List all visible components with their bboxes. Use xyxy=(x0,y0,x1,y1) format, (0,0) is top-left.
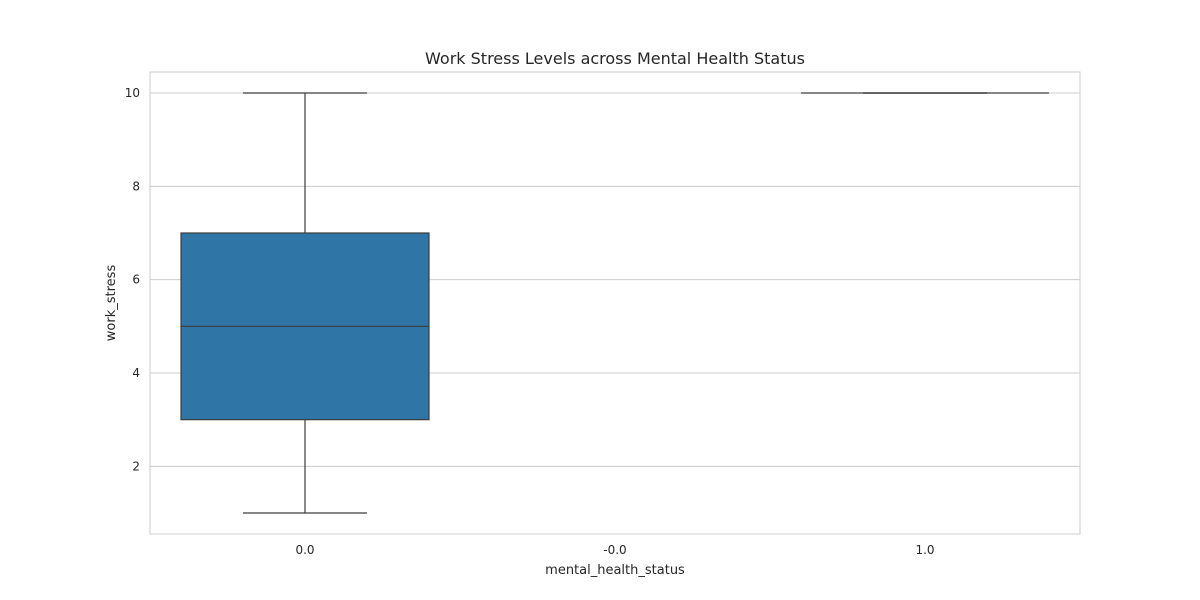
y-tick-labels: 2 4 6 8 10 xyxy=(125,86,140,473)
y-tick-label: 2 xyxy=(132,459,140,473)
chart-title: Work Stress Levels across Mental Health … xyxy=(425,49,805,68)
x-tick-label: 1.0 xyxy=(915,543,934,557)
x-tick-label: 0.0 xyxy=(295,543,314,557)
x-axis-label: mental_health_status xyxy=(545,563,685,578)
x-tick-label: -0.0 xyxy=(603,543,626,557)
y-tick-label: 6 xyxy=(132,273,140,287)
x-tick-labels: 0.0 -0.0 1.0 xyxy=(295,543,934,557)
box-group-0.0 xyxy=(180,92,430,514)
boxes xyxy=(180,92,1049,514)
y-tick-label: 10 xyxy=(125,86,140,100)
y-tick-label: 4 xyxy=(132,366,140,380)
y-tick-label: 8 xyxy=(132,179,140,193)
plot-frame xyxy=(149,71,1081,535)
y-axis-label: work_stress xyxy=(104,265,119,342)
